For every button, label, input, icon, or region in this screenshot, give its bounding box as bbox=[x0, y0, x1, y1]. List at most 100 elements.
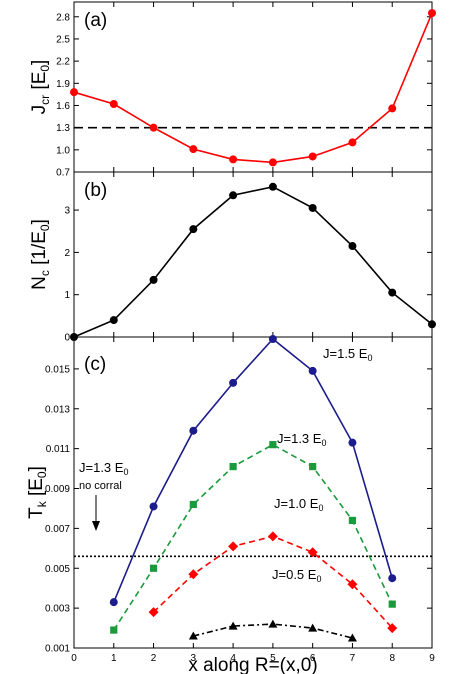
data-point bbox=[189, 145, 198, 154]
x-tick-label: 3 bbox=[191, 653, 197, 664]
data-point bbox=[308, 152, 317, 161]
series-line bbox=[73, 12, 433, 164]
series-label: J=1.3 E0 bbox=[277, 431, 326, 448]
data-point bbox=[348, 438, 357, 447]
y-axis-label-part: N bbox=[29, 276, 50, 290]
data-point bbox=[347, 633, 357, 642]
annotation-sub: 0 bbox=[123, 467, 128, 477]
x-tick-label: 5 bbox=[270, 653, 276, 664]
data-point bbox=[387, 623, 398, 634]
series-1 bbox=[70, 182, 436, 341]
y-tick-label: 0.003 bbox=[45, 604, 70, 615]
series-2 bbox=[110, 441, 396, 634]
series-label: J=0.5 E0 bbox=[272, 567, 321, 584]
annotation-arrow-head bbox=[92, 521, 100, 531]
series-line bbox=[153, 535, 393, 629]
data-point bbox=[149, 502, 158, 511]
data-point bbox=[229, 155, 238, 164]
data-point bbox=[267, 531, 278, 542]
series-label-main: J=1.3 E bbox=[277, 431, 322, 446]
panel-label: (a) bbox=[84, 10, 107, 31]
y-axis-label-part: c bbox=[38, 270, 52, 276]
y-tick-label: 0.005 bbox=[45, 564, 70, 575]
y-axis-label-part: 0 bbox=[35, 471, 49, 478]
series-1 bbox=[109, 334, 397, 607]
data-point bbox=[268, 619, 278, 628]
panel-a: 0.7 1.0 1.3 1.6 1.9 2.2 2.5 2.8 (a) Jcr [E0] bbox=[29, 1, 436, 179]
y-tick-label: 3 bbox=[64, 206, 70, 217]
y-tick-label: 1.3 bbox=[56, 123, 70, 134]
data-point bbox=[308, 366, 317, 375]
plot-frame bbox=[73, 171, 433, 338]
y-tick-label: 2 bbox=[64, 248, 70, 259]
series-label-main: J=1.5 E bbox=[323, 346, 368, 361]
y-tick-label: 0 bbox=[64, 333, 70, 344]
data-point bbox=[229, 191, 238, 200]
data-point bbox=[229, 462, 237, 471]
data-point bbox=[188, 631, 198, 640]
data-point bbox=[268, 334, 277, 343]
series-line bbox=[73, 185, 433, 338]
data-point bbox=[388, 600, 396, 608]
series-label-sub: 0 bbox=[318, 503, 323, 513]
series-label-sub: 0 bbox=[367, 353, 372, 363]
data-point bbox=[189, 225, 198, 234]
data-point bbox=[109, 316, 118, 325]
y-axis-label: Jcr [E0] bbox=[29, 60, 52, 115]
plot-frame bbox=[73, 336, 433, 649]
data-point bbox=[149, 564, 158, 572]
data-point bbox=[188, 569, 199, 580]
data-point bbox=[388, 574, 397, 583]
x-tick-label: 9 bbox=[429, 653, 435, 664]
y-tick-label: 0.7 bbox=[56, 168, 70, 179]
y-axis-label-part: ] bbox=[29, 60, 50, 65]
y-axis-label-part: T bbox=[26, 507, 47, 519]
y-axis-label-part: ] bbox=[29, 219, 50, 224]
x-tick-label: 7 bbox=[350, 653, 356, 664]
y-axis-label-part: [E bbox=[29, 72, 50, 95]
series-label-main: J=0.5 E bbox=[272, 567, 317, 582]
x-tick-label: 6 bbox=[310, 653, 316, 664]
y-axis-label-part: [E bbox=[26, 478, 47, 501]
y-tick-label: 0.013 bbox=[45, 404, 70, 415]
y-axis-label-part: ] bbox=[26, 466, 47, 471]
x-tick-label: 4 bbox=[230, 653, 236, 664]
data-point bbox=[388, 288, 397, 297]
y-tick-label: 0.015 bbox=[45, 364, 70, 375]
data-point bbox=[189, 500, 197, 509]
series-4 bbox=[188, 619, 357, 642]
x-tick-label: 0 bbox=[71, 653, 77, 664]
y-axis-label-part: J bbox=[29, 105, 50, 115]
data-point bbox=[348, 138, 357, 147]
plot-frame bbox=[73, 1, 433, 173]
data-point bbox=[268, 182, 277, 191]
y-tick-label: 0.007 bbox=[45, 524, 70, 535]
data-point bbox=[428, 9, 436, 18]
data-point bbox=[428, 320, 436, 329]
y-tick-label: 0.011 bbox=[46, 444, 71, 455]
y-axis-label-part: [1/E bbox=[29, 231, 50, 270]
data-point bbox=[110, 626, 118, 634]
series-label-sub: 0 bbox=[321, 438, 326, 448]
data-point bbox=[268, 158, 277, 167]
data-point bbox=[148, 607, 159, 618]
y-axis-label-part: k bbox=[35, 500, 49, 507]
y-tick-label: 0.001 bbox=[45, 644, 70, 655]
data-point bbox=[228, 621, 238, 630]
data-point bbox=[307, 547, 318, 558]
data-point bbox=[308, 203, 317, 212]
x-axis: 0 1 2 3 4 5 6 7 8 9 x along R=(x,0) bbox=[71, 653, 435, 674]
data-point bbox=[309, 462, 317, 471]
data-point bbox=[109, 598, 118, 607]
data-point bbox=[228, 541, 239, 552]
data-point bbox=[348, 242, 357, 251]
y-axis-label-part: 0 bbox=[38, 224, 52, 231]
y-axis-label-part: cr bbox=[38, 95, 52, 105]
series-label: J=1.5 E0 bbox=[323, 346, 372, 363]
y-axis-label: Nc [1/E0] bbox=[29, 219, 52, 290]
y-tick-label: 2.8 bbox=[56, 12, 70, 23]
series-3 bbox=[148, 531, 398, 634]
y-tick-label: 0.009 bbox=[45, 484, 70, 495]
series-label-sub: 0 bbox=[316, 574, 321, 584]
panel-label: (b) bbox=[84, 180, 107, 201]
